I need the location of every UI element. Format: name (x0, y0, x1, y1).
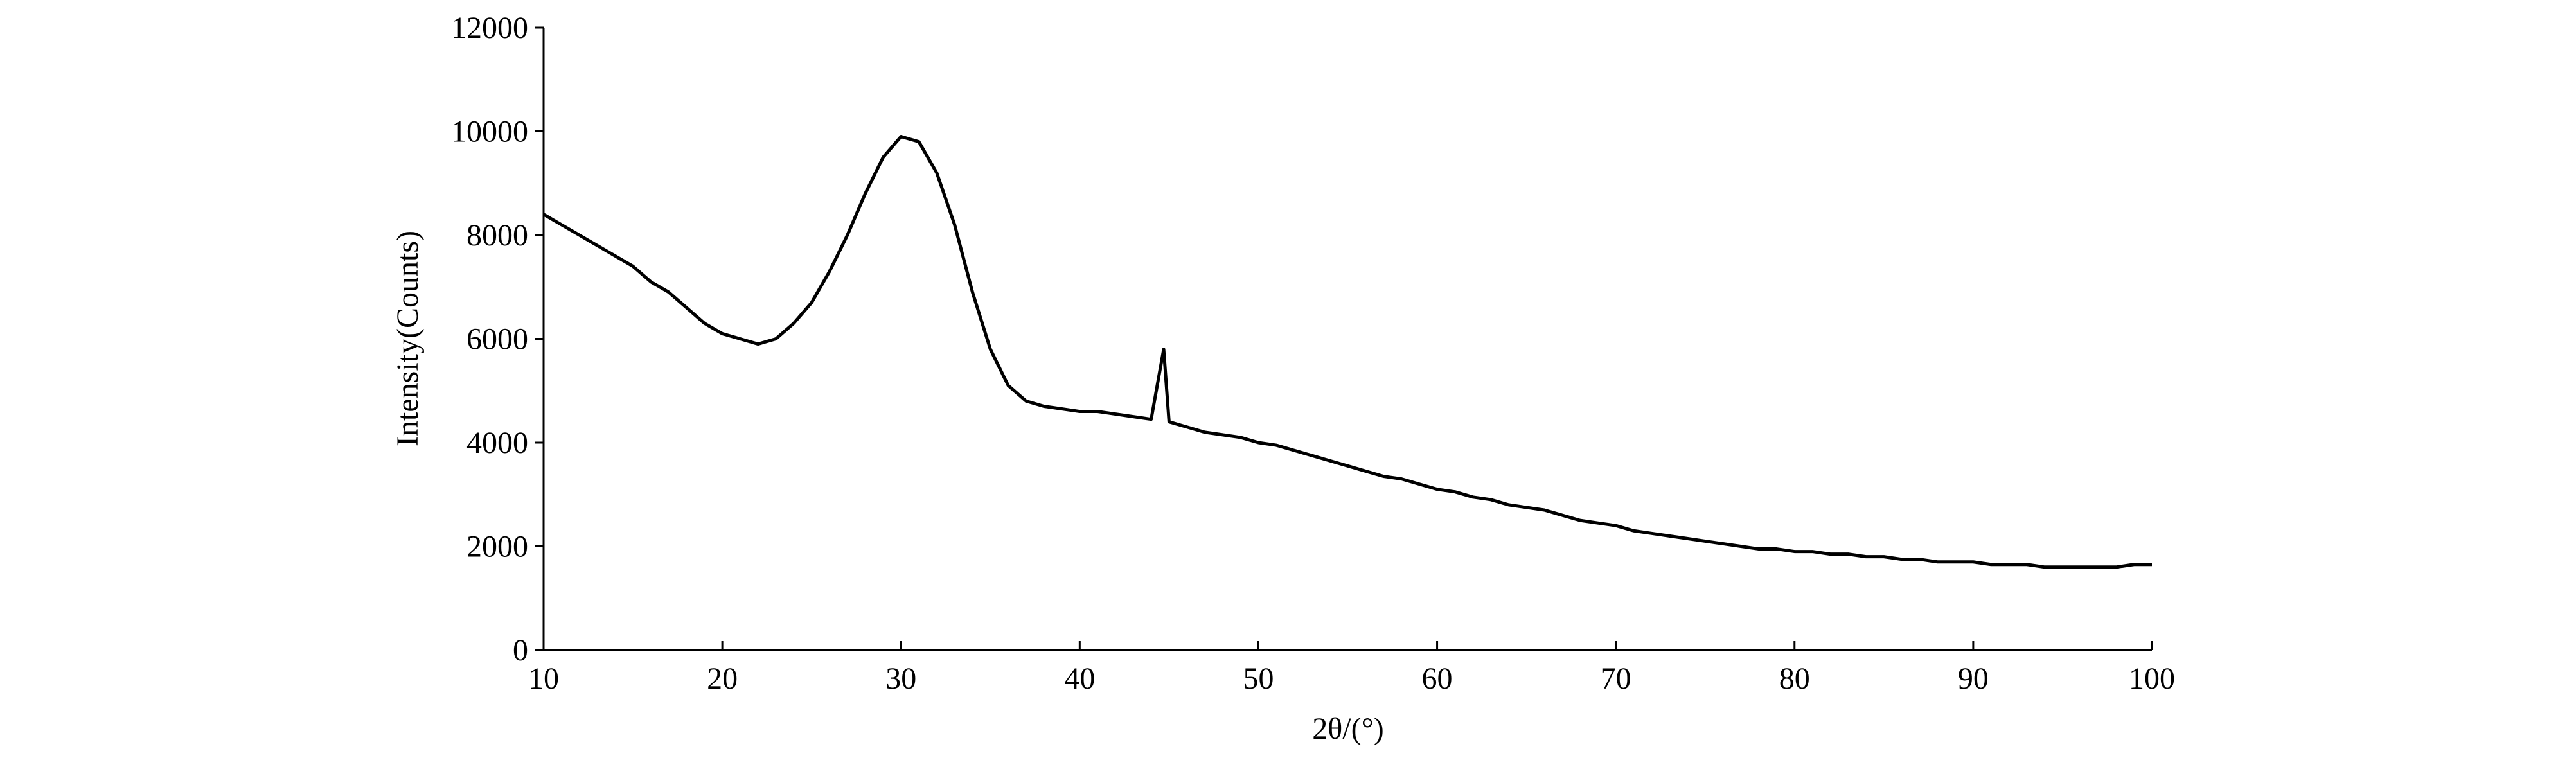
x-tick-label: 60 (1422, 662, 1453, 696)
y-axis-label: Intensity(Counts) (391, 231, 425, 446)
x-tick-label: 20 (707, 662, 738, 696)
x-axis-label: 2θ/(°) (1312, 712, 1384, 746)
x-tick-label: 40 (1064, 662, 1095, 696)
x-tick-label: 100 (2129, 662, 2175, 696)
x-tick-label: 10 (528, 662, 559, 696)
y-tick-label: 10000 (451, 115, 528, 149)
y-tick-label: 12000 (451, 11, 528, 45)
data-line (542, 135, 2152, 569)
x-tick-label: 30 (885, 662, 916, 696)
x-tick-label: 80 (1779, 662, 1810, 696)
y-tick-label: 0 (513, 633, 528, 667)
y-tick-label: 8000 (466, 218, 528, 252)
y-tick-label: 4000 (466, 426, 528, 460)
x-tick-label: 50 (1243, 662, 1274, 696)
x-tick-label: 70 (1601, 662, 1631, 696)
x-tick-label: 90 (1958, 662, 1989, 696)
y-tick-label: 2000 (466, 530, 528, 564)
y-tick-label: 6000 (466, 322, 528, 357)
